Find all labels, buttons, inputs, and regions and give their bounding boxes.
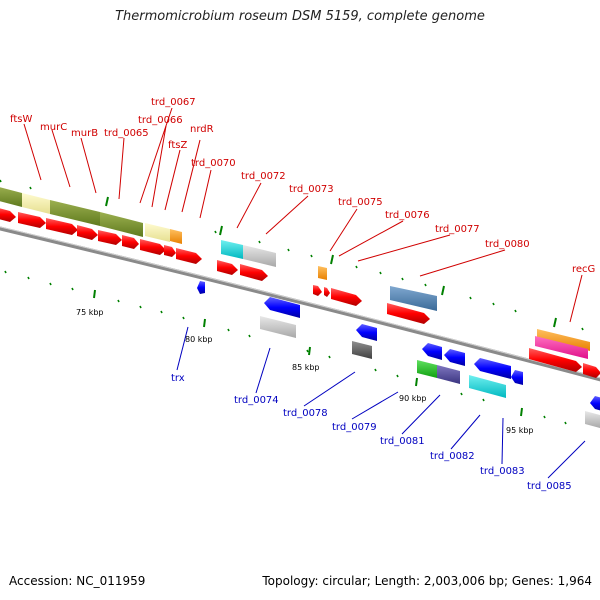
bar-trd_0077	[390, 286, 437, 311]
kbp-label-80: 80 kbp	[185, 335, 213, 344]
gene-label-trd_0078: trd_0078	[283, 408, 328, 419]
kbp-label-90: 90 kbp	[399, 394, 427, 403]
tick-ring-outer-major	[105, 196, 557, 328]
gene-label-trd_0076: trd_0076	[385, 210, 430, 221]
bar-trd_0067	[145, 223, 170, 242]
forward-cds-arrows	[0, 208, 600, 378]
gene-label-trd_0066: trd_0066	[138, 115, 183, 126]
reverse-leader-lines	[176, 326, 586, 479]
forward-leader-lines	[23, 107, 583, 323]
gene-label-ftsZ: ftsZ	[168, 140, 187, 151]
gene-label-trd_0070: trd_0070	[191, 158, 236, 169]
gene-label-trd_0083: trd_0083	[480, 466, 525, 477]
forward-gene-labels: ftsW murC murB trd_0065 trd_0067 trd_006…	[10, 97, 595, 275]
bar-trd_0065	[100, 212, 143, 237]
gene-label-trd_0080: trd_0080	[485, 239, 530, 250]
tick-ring-inner	[4, 270, 567, 425]
gene-label-trd_0085: trd_0085	[527, 481, 572, 492]
bar-trd_0072	[221, 240, 243, 259]
reverse-gene-labels: trx trd_0074 trd_0078 trd_0079 trd_0081 …	[171, 373, 572, 492]
feature-bars-cog	[0, 187, 590, 359]
bar-trd_0073	[243, 245, 276, 267]
kbp-label-85: 85 kbp	[292, 363, 320, 372]
gene-label-trd_0073: trd_0073	[289, 184, 334, 195]
gene-label-trd_0072: trd_0072	[241, 171, 286, 182]
bar-ftsZ	[170, 229, 182, 244]
gene-label-trx: trx	[171, 373, 185, 384]
gene-label-trd_0082: trd_0082	[430, 451, 475, 462]
bar-murB	[50, 200, 100, 226]
kbp-label-75: 75 kbp	[76, 308, 104, 317]
gene-label-trd_0081: trd_0081	[380, 436, 425, 447]
feature-bars-reverse	[260, 316, 600, 428]
gene-label-trd_0074: trd_0074	[234, 395, 279, 406]
genome-backbone-highlight	[0, 226, 600, 379]
gene-label-ftsW: ftsW	[10, 114, 32, 125]
scale-labels: 75 kbp 80 kbp 85 kbp 90 kbp 95 kbp	[76, 308, 534, 435]
gene-label-nrdR: nrdR	[190, 124, 214, 135]
accession-text: Accession: NC_011959	[9, 574, 146, 588]
tick-ring-outer	[0, 179, 584, 331]
bar-recG-orange	[537, 329, 590, 351]
bar-recG-pink	[535, 336, 588, 359]
gene-label-trd_0077: trd_0077	[435, 224, 480, 235]
genome-backbone	[0, 226, 600, 382]
gene-label-recG: recG	[572, 264, 595, 275]
bar-ftsW	[0, 187, 22, 207]
bar-trd_0075	[318, 266, 327, 280]
reverse-cds-arrows	[197, 281, 600, 411]
gene-label-murB: murB	[71, 128, 98, 139]
kbp-label-95: 95 kbp	[506, 426, 534, 435]
bar-murC	[22, 193, 50, 214]
gene-label-murC: murC	[40, 122, 67, 133]
tick-ring-inner-major	[93, 289, 523, 417]
genome-summary-text: Topology: circular; Length: 2,003,006 bp…	[262, 574, 592, 588]
gene-label-trd_0075: trd_0075	[338, 197, 383, 208]
gene-label-trd_0067: trd_0067	[151, 97, 196, 108]
gene-label-trd_0065: trd_0065	[104, 128, 149, 139]
map-title: Thermomicrobium roseum DSM 5159, complet…	[115, 9, 485, 24]
gene-label-trd_0079: trd_0079	[332, 422, 377, 433]
